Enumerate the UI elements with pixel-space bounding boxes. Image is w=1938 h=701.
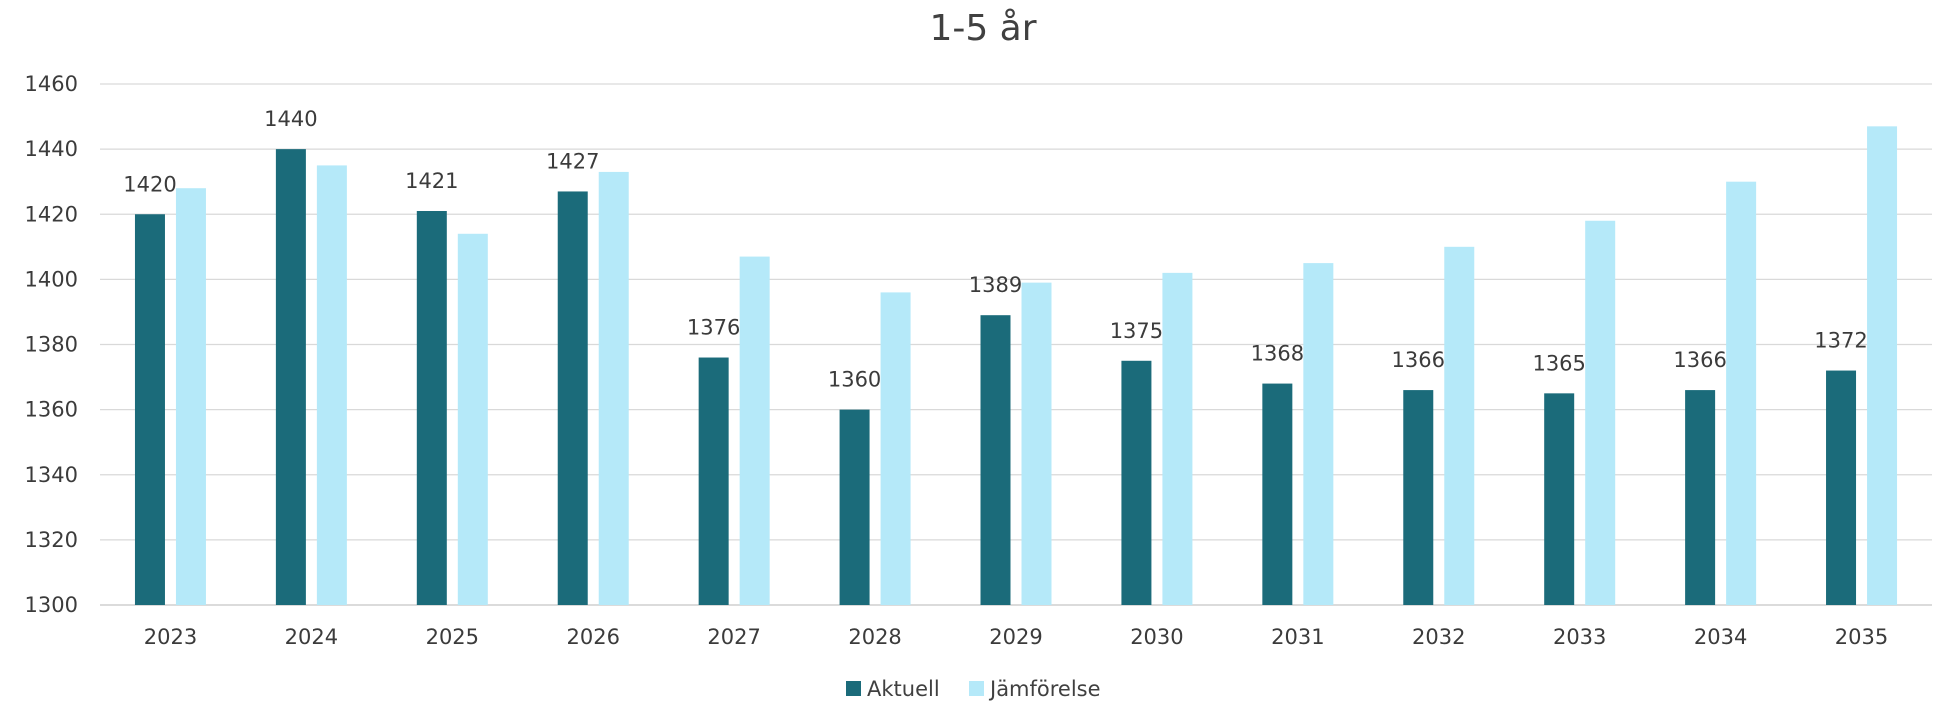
bar-aktuell-2030 bbox=[1121, 361, 1151, 605]
chart-title: 1-5 år bbox=[929, 8, 1036, 49]
x-tick-label: 2024 bbox=[285, 625, 338, 649]
x-tick-label: 2027 bbox=[707, 625, 760, 649]
bar-jamforelse-2023 bbox=[176, 188, 206, 605]
bar-aktuell-2026 bbox=[558, 191, 588, 605]
x-tick-label: 2026 bbox=[567, 625, 620, 649]
legend: Aktuell Jämförelse bbox=[846, 677, 1101, 701]
bar-jamforelse-2035 bbox=[1867, 126, 1897, 605]
x-tick-label: 2025 bbox=[426, 625, 479, 649]
x-axis-ticks: 2023 2024 2025 2026 2027 2028 2029 2030 2031 2032… bbox=[144, 625, 1889, 649]
data-label-2025: 1421 bbox=[405, 169, 458, 193]
data-label-2023: 1420 bbox=[123, 172, 176, 196]
x-tick-label: 2030 bbox=[1130, 625, 1183, 649]
data-label-2033: 1365 bbox=[1532, 351, 1585, 375]
x-tick-label: 2031 bbox=[1271, 625, 1324, 649]
bar-jamforelse-2032 bbox=[1444, 247, 1474, 605]
bar-aktuell-2035 bbox=[1826, 371, 1856, 605]
y-tick-label: 1380 bbox=[25, 333, 78, 357]
bar-aktuell-2025 bbox=[417, 211, 447, 605]
x-tick-label: 2028 bbox=[848, 625, 901, 649]
bar-jamforelse-2034 bbox=[1726, 182, 1756, 605]
x-tick-label: 2023 bbox=[144, 625, 197, 649]
bar-aktuell-2031 bbox=[1262, 384, 1292, 605]
legend-label-jamforelse: Jämförelse bbox=[988, 677, 1101, 701]
y-tick-label: 1300 bbox=[25, 593, 78, 617]
bar-aktuell-2023 bbox=[135, 214, 165, 605]
data-label-2034: 1366 bbox=[1673, 348, 1726, 372]
legend-label-aktuell: Aktuell bbox=[867, 677, 940, 701]
x-tick-label: 2034 bbox=[1694, 625, 1747, 649]
bar-aktuell-2027 bbox=[699, 358, 729, 605]
bar-aktuell-2034 bbox=[1685, 390, 1715, 605]
y-tick-label: 1420 bbox=[25, 202, 78, 226]
bar-jamforelse-2028 bbox=[881, 292, 911, 605]
legend-swatch-jamforelse bbox=[969, 681, 984, 696]
legend-swatch-aktuell bbox=[846, 681, 861, 696]
x-tick-label: 2033 bbox=[1553, 625, 1606, 649]
data-label-2028: 1360 bbox=[828, 368, 881, 392]
bar-jamforelse-2033 bbox=[1585, 221, 1615, 605]
y-tick-label: 1460 bbox=[25, 72, 78, 96]
data-label-2035: 1372 bbox=[1814, 329, 1867, 353]
data-label-2026: 1427 bbox=[546, 149, 599, 173]
bar-jamforelse-2030 bbox=[1162, 273, 1192, 605]
y-tick-label: 1340 bbox=[25, 463, 78, 487]
data-label-2027: 1376 bbox=[687, 316, 740, 340]
bar-jamforelse-2027 bbox=[740, 257, 770, 605]
gridlines bbox=[100, 84, 1932, 605]
bar-jamforelse-2024 bbox=[317, 165, 347, 605]
data-label-2029: 1389 bbox=[969, 273, 1022, 297]
data-label-2030: 1375 bbox=[1110, 319, 1163, 343]
bars bbox=[135, 126, 1897, 605]
bar-aktuell-2029 bbox=[981, 315, 1011, 605]
data-label-2031: 1368 bbox=[1251, 342, 1304, 366]
data-label-2032: 1366 bbox=[1392, 348, 1445, 372]
x-tick-label: 2032 bbox=[1412, 625, 1465, 649]
y-tick-label: 1360 bbox=[25, 398, 78, 422]
bar-jamforelse-2025 bbox=[458, 234, 488, 605]
bar-aktuell-2028 bbox=[840, 410, 870, 605]
x-tick-label: 2029 bbox=[989, 625, 1042, 649]
x-tick-label: 2035 bbox=[1835, 625, 1888, 649]
y-tick-label: 1320 bbox=[25, 528, 78, 552]
y-tick-label: 1440 bbox=[25, 137, 78, 161]
bar-jamforelse-2029 bbox=[1022, 283, 1052, 605]
bar-aktuell-2024 bbox=[276, 149, 306, 605]
bar-jamforelse-2031 bbox=[1303, 263, 1333, 605]
y-tick-label: 1400 bbox=[25, 267, 78, 291]
bar-jamforelse-2026 bbox=[599, 172, 629, 605]
y-axis-ticks: 1300 1320 1340 1360 1380 1400 1420 1440 1460 bbox=[25, 72, 78, 617]
bar-aktuell-2033 bbox=[1544, 393, 1574, 605]
data-label-2024: 1440 bbox=[264, 107, 317, 131]
bar-aktuell-2032 bbox=[1403, 390, 1433, 605]
